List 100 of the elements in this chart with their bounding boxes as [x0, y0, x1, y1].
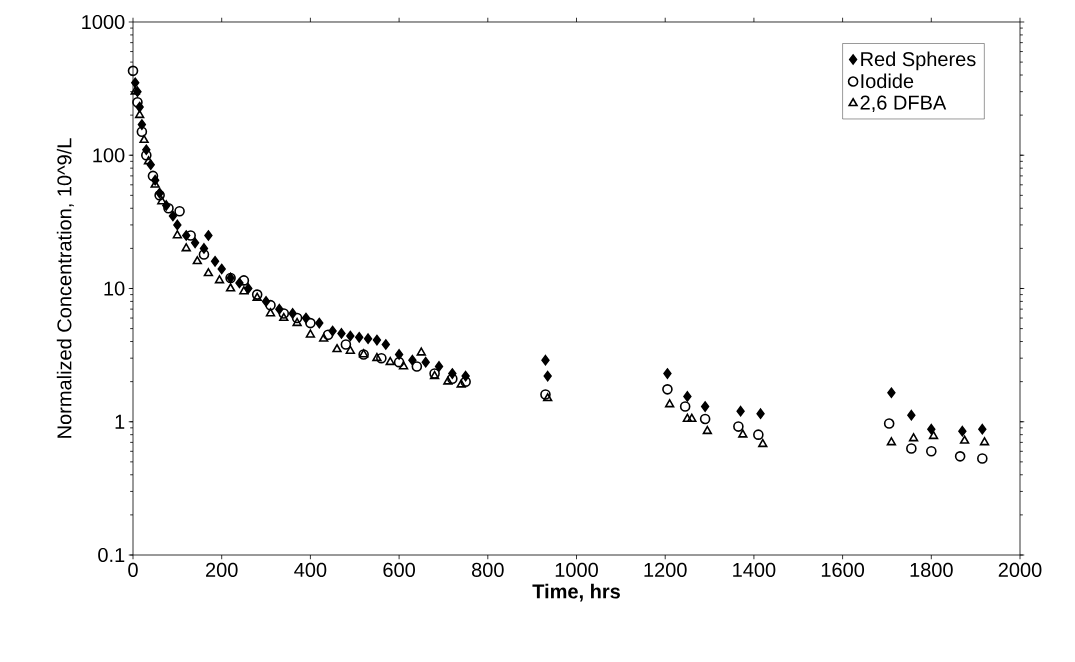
point: [456, 379, 466, 388]
point: [447, 373, 458, 385]
point: [679, 401, 691, 412]
point: [340, 339, 352, 350]
point: [421, 356, 430, 368]
y-tick-label: 1: [115, 414, 125, 429]
point: [265, 299, 276, 311]
point: [204, 230, 213, 241]
point: [393, 356, 405, 368]
point: [928, 430, 939, 440]
point: [460, 376, 471, 387]
x-tick-label: 1000: [555, 562, 598, 577]
point: [683, 391, 692, 402]
point: [702, 425, 713, 435]
point: [758, 438, 768, 448]
x-tick-label: 800: [471, 562, 504, 577]
x-tick-label: 1800: [910, 562, 953, 577]
point: [190, 237, 200, 249]
point: [181, 243, 191, 252]
point: [372, 334, 382, 346]
y-tick-label: 1000: [82, 14, 125, 30]
point: [174, 205, 185, 217]
point: [173, 219, 182, 231]
point: [926, 446, 937, 457]
point: [700, 401, 710, 412]
legend-label: Iodide: [861, 73, 914, 89]
x-tick-label: 1400: [733, 562, 776, 577]
point: [372, 352, 382, 362]
x-tick-label: 200: [206, 562, 238, 577]
point: [443, 376, 453, 385]
point: [434, 361, 444, 372]
point: [978, 423, 987, 435]
x-tick-label: 600: [383, 562, 415, 577]
point: [279, 312, 289, 322]
point: [385, 356, 395, 366]
point: [210, 256, 220, 267]
point: [136, 126, 148, 138]
legend-label: Red Spheres: [861, 51, 976, 71]
point: [662, 384, 673, 395]
point: [168, 210, 178, 222]
point: [682, 413, 693, 422]
point: [756, 408, 765, 419]
point: [292, 317, 302, 327]
legend-label: 2,6 DFBA: [860, 95, 947, 113]
point: [954, 451, 966, 462]
point: [543, 370, 552, 382]
point: [214, 275, 225, 284]
x-tick-label: 2000: [998, 562, 1042, 577]
point: [906, 443, 917, 454]
point: [192, 256, 203, 265]
point: [699, 413, 711, 425]
point: [687, 413, 697, 422]
point: [198, 249, 210, 260]
point: [131, 77, 140, 89]
point: [958, 425, 967, 437]
point: [664, 399, 675, 408]
point: [411, 361, 423, 372]
point: [908, 433, 919, 442]
point: [305, 329, 316, 338]
point: [883, 418, 895, 429]
point: [132, 96, 143, 108]
point: [753, 429, 764, 440]
y-tick-label: 100: [93, 148, 125, 163]
point: [977, 453, 988, 464]
point: [363, 333, 373, 344]
point: [278, 308, 290, 319]
y-axis-title: Normalized Concentration, 10^9/L: [56, 138, 74, 438]
point: [979, 437, 990, 446]
point: [147, 170, 159, 182]
point: [315, 317, 324, 329]
point: [927, 423, 936, 435]
point: [886, 437, 897, 446]
point: [381, 339, 390, 350]
point: [337, 328, 346, 339]
point: [541, 354, 550, 366]
point: [244, 283, 253, 294]
point: [416, 347, 426, 356]
point: [959, 435, 970, 444]
point: [217, 263, 226, 275]
x-tick-label: 1200: [644, 562, 687, 577]
point: [376, 352, 387, 364]
point: [137, 119, 147, 130]
x-tick-label: 0: [128, 562, 138, 577]
point: [225, 283, 236, 292]
point: [139, 134, 149, 144]
x-tick-label: 400: [294, 562, 327, 577]
point: [172, 230, 183, 239]
point: [907, 409, 916, 421]
point: [291, 312, 303, 324]
point: [319, 333, 329, 342]
point: [203, 268, 214, 277]
x-axis-title: Time, hrs: [532, 583, 620, 602]
point: [736, 405, 745, 417]
y-tick-label: 0.1: [98, 547, 125, 563]
point: [332, 343, 342, 353]
point: [887, 387, 896, 399]
point: [663, 368, 672, 379]
point: [239, 286, 249, 295]
point: [346, 330, 355, 342]
y-tick-label: 10: [104, 281, 125, 296]
